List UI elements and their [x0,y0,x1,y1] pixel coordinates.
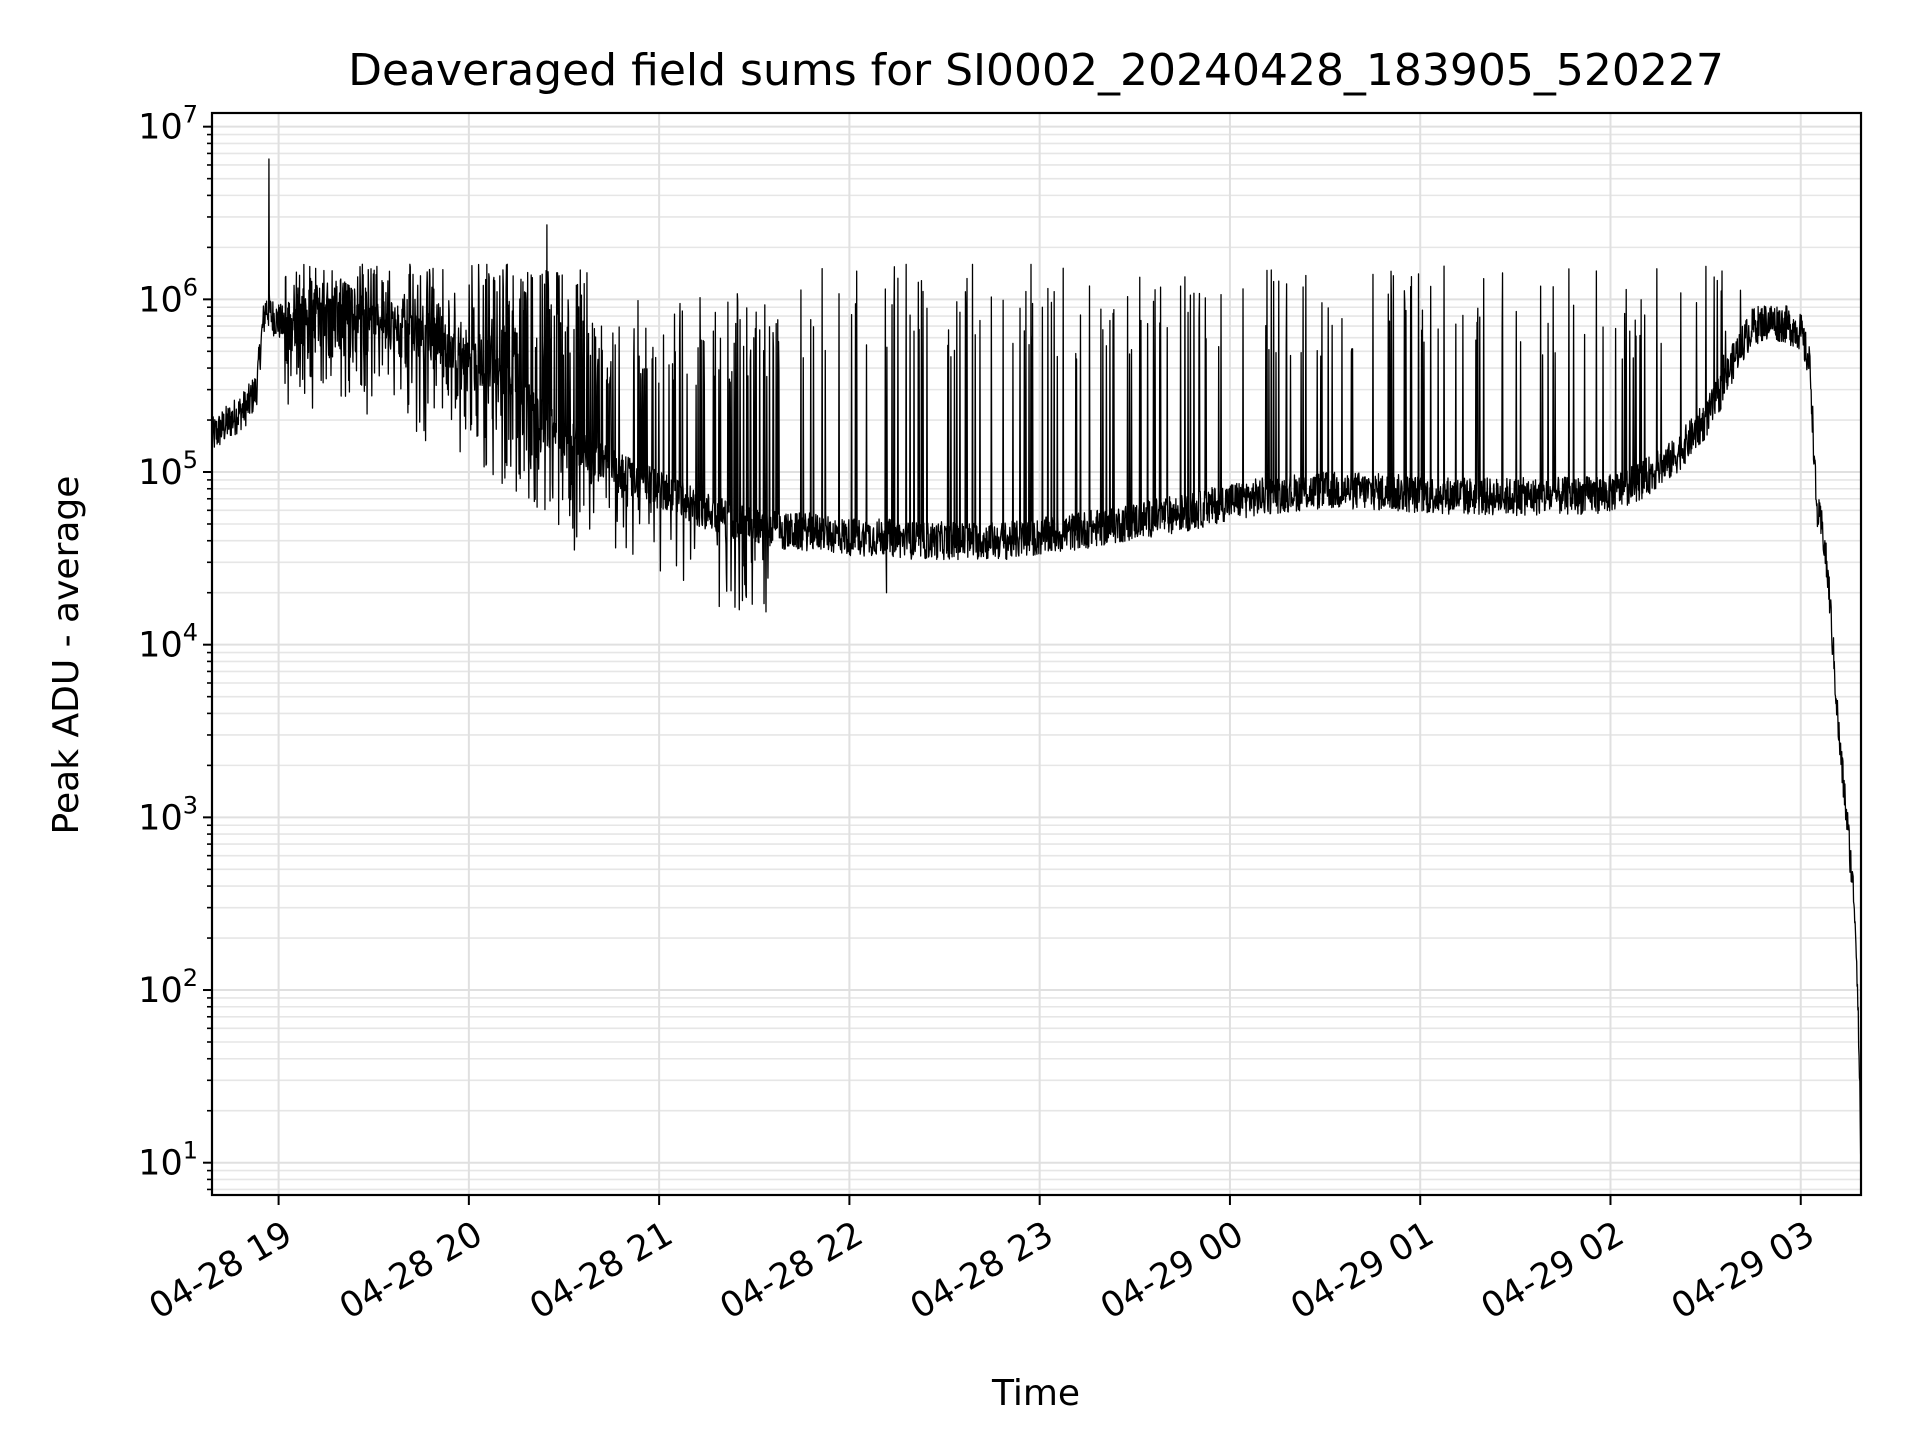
y-tick-label: 102 [138,964,198,1011]
y-axis-label: Peak ADU - average [46,476,87,835]
y-tick-label: 106 [138,273,198,320]
x-axis-label: Time [991,1373,1080,1414]
chart-title: Deaveraged field sums for SI0002_2024042… [348,45,1724,96]
plot-frame [210,111,1863,1197]
y-tick-label: 107 [138,101,198,148]
y-tick-label: 103 [138,791,198,838]
grid-layer [212,113,1861,1195]
y-axis-ticks: 101 102 103 104 105 106 107 [138,101,212,1191]
y-tick-label: 105 [138,446,198,493]
series-line [211,158,1862,1166]
series-layer [211,158,1862,1166]
y-tick-label: 104 [138,619,198,666]
y-tick-label: 101 [138,1137,198,1184]
